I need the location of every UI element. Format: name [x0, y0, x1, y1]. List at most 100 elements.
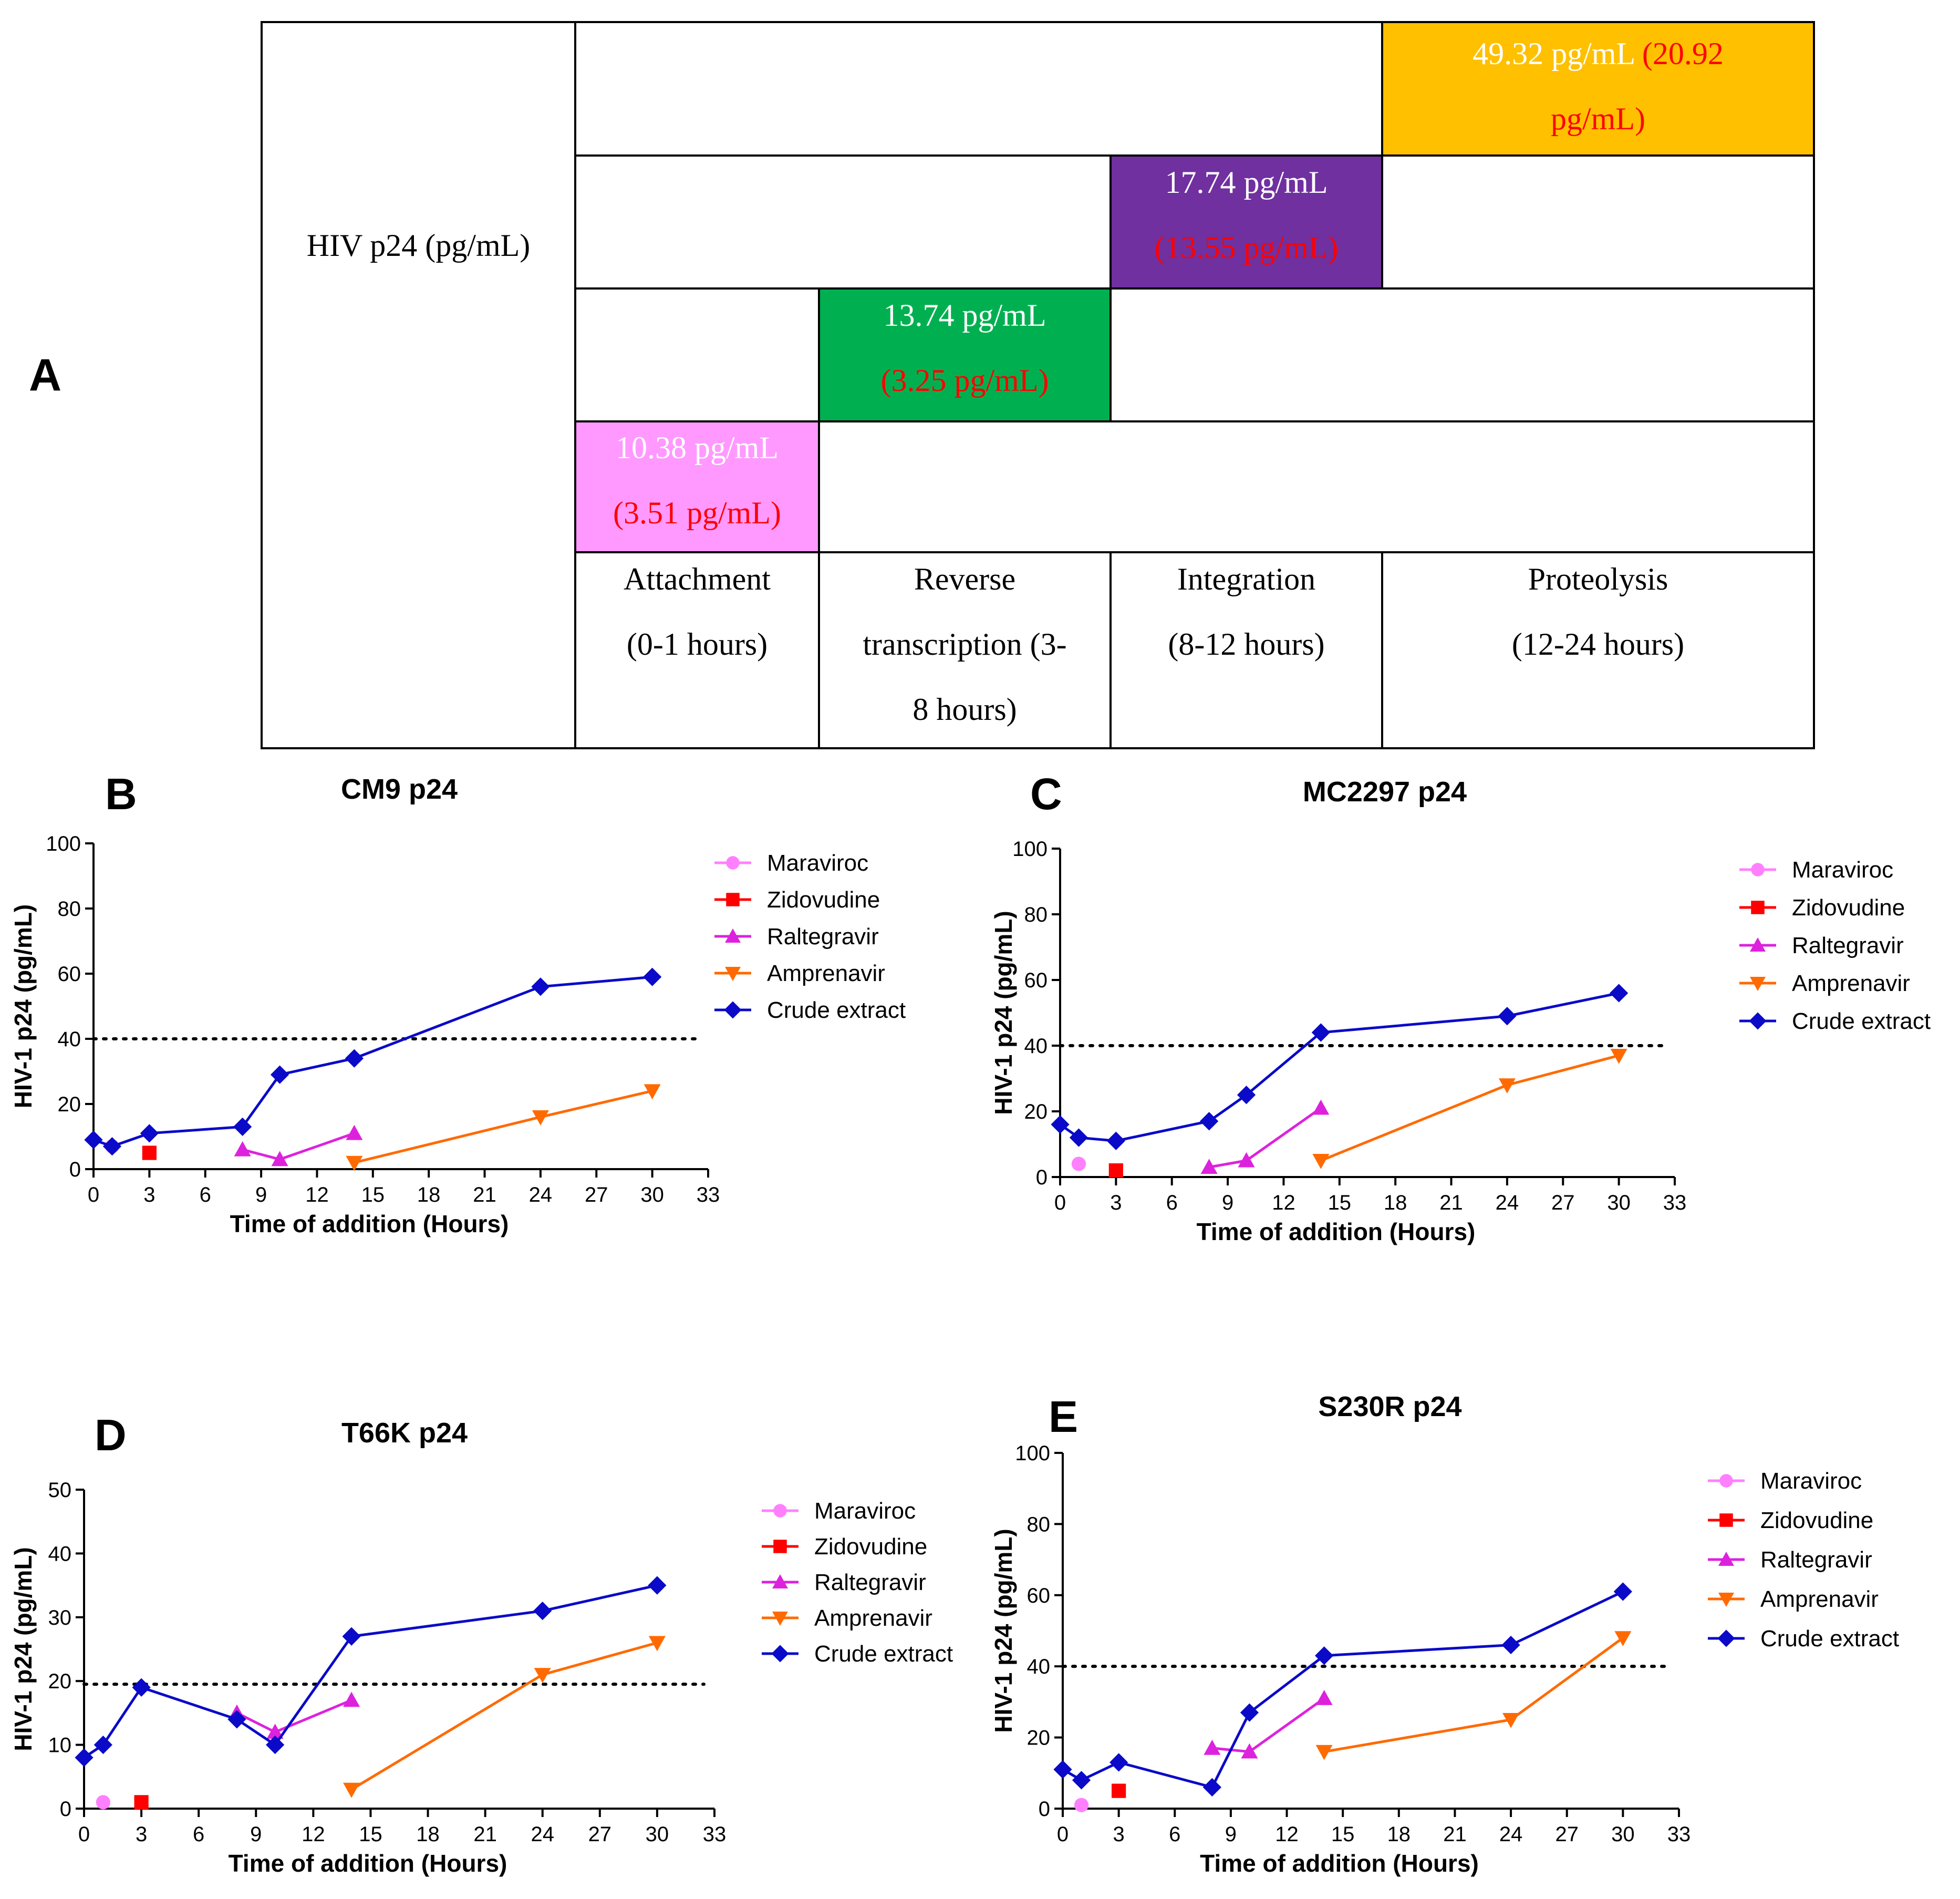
data-point-crude-extract [1109, 1753, 1128, 1772]
series-amprenavir [1315, 1631, 1632, 1760]
y-tick-label: 40 [1027, 1655, 1051, 1678]
data-point-raltegravir [1238, 1152, 1255, 1168]
chart-e-title: S230R p24 [1318, 1391, 1461, 1422]
x-tick-label: 0 [88, 1183, 99, 1206]
x-tick-label: 30 [1607, 1191, 1631, 1214]
series-maraviroc [1071, 1157, 1086, 1171]
chart-b-svg: B CM9 p24 0 20 40 60 80 100 0 3 6 9 12 15 18 21 24 27 30 33… [9, 769, 906, 1237]
data-point-raltegravir [1315, 1690, 1333, 1705]
data-point-raltegravir [234, 1141, 251, 1157]
legend-marker-zidovudine [726, 893, 740, 906]
rt-value-text: 13.74 pg/mL (3.25 pg/mL) [880, 298, 1049, 398]
y-tick-label: 80 [58, 897, 81, 921]
x-tick-label: 21 [1439, 1191, 1463, 1214]
chart-panel-c: C MC2297 p24 0 20 40 60 80 100 0 3 6 9 12 15 18 21 24 27 3… [980, 762, 1960, 1324]
row4-right-cell [818, 420, 1815, 553]
chart-c-svg: C MC2297 p24 0 20 40 60 80 100 0 3 6 9 12 15 18 21 24 27 3… [990, 769, 1931, 1245]
x-tick-label: 9 [1225, 1823, 1237, 1846]
x-tick-label: 21 [473, 1823, 497, 1846]
y-tick-label: 40 [48, 1542, 72, 1565]
series-crude-extract [1051, 984, 1629, 1150]
data-point-crude-extract [94, 1736, 112, 1754]
legend-marker-crude-extract [724, 1001, 742, 1019]
series-raltegravir [228, 1691, 360, 1739]
x-tick-label: 27 [588, 1823, 612, 1846]
x-tick-label: 3 [136, 1823, 147, 1846]
x-tick-label: 21 [473, 1183, 496, 1206]
legend-label-zidovudine: Zidovudine [814, 1534, 927, 1560]
x-tick-label: 9 [250, 1823, 262, 1846]
legend-label-raltegravir: Raltegravir [1760, 1547, 1872, 1573]
series-line-crude-extract [93, 975, 652, 1148]
x-tick-label: 27 [585, 1183, 608, 1206]
legend-marker-zidovudine [1719, 1513, 1733, 1527]
series-raltegravir [1200, 1099, 1330, 1174]
legend: Maraviroc Zidovudine Raltegravir Amprenavir… [762, 1498, 953, 1667]
legend-label-zidovudine: Zidovudine [1760, 1508, 1873, 1533]
x-tick-label: 18 [1384, 1191, 1407, 1214]
x-tick-label: 0 [1054, 1191, 1066, 1214]
panel-c-label: C [1030, 769, 1062, 819]
x-tick-label: 9 [1222, 1191, 1233, 1214]
x-axis-label: Time of addition (Hours) [1200, 1850, 1479, 1877]
x-tick-label: 27 [1551, 1191, 1575, 1214]
data-point-crude-extract [1237, 1086, 1256, 1105]
x-tick-label: 12 [302, 1823, 325, 1846]
data-point-crude-extract [1311, 1023, 1330, 1042]
y-tick-label: 0 [60, 1798, 71, 1821]
y-tick-label: 0 [1039, 1798, 1050, 1821]
legend-marker-crude-extract [771, 1645, 789, 1663]
series-raltegravir [1204, 1690, 1333, 1759]
data-point-raltegravir [1200, 1159, 1218, 1174]
y-axis-label: HIV-1 p24 (pg/mL) [990, 911, 1017, 1114]
x-tick-label: 15 [1328, 1191, 1352, 1214]
data-point-crude-extract [1053, 1760, 1072, 1779]
y-tick-label: 80 [1024, 903, 1048, 926]
data-point-crude-extract [1069, 1128, 1088, 1147]
series-crude-extract [84, 967, 662, 1156]
data-point-amprenavir [1315, 1745, 1333, 1760]
data-point-raltegravir [1241, 1743, 1258, 1759]
chart-panel-b: B CM9 p24 0 20 40 60 80 100 0 3 6 9 12 15 18 21 24 27 30 33… [0, 762, 980, 1324]
data-point-crude-extract [1315, 1646, 1334, 1665]
data-point-amprenavir [534, 1668, 551, 1684]
x-tick-label: 6 [200, 1183, 211, 1206]
data-point-crude-extract [1498, 1007, 1517, 1026]
data-point-crude-extract [345, 1049, 364, 1068]
y-tick-label: 30 [48, 1606, 72, 1629]
x-tick-label: 30 [1611, 1823, 1635, 1846]
chart-panel-e: E S230R p24 0 20 40 60 80 100 0 3 6 9 12 15 18 21 24 27 30… [980, 1377, 1960, 1896]
y-tick-label: 100 [1012, 838, 1048, 861]
legend: Maraviroc Zidovudine Raltegravir Amprenavir… [1708, 1468, 1899, 1652]
chart-d-title: T66K p24 [341, 1417, 468, 1449]
data-point-amprenavir [1502, 1712, 1520, 1728]
data-point-amprenavir [1312, 1153, 1330, 1169]
x-tick-label: 3 [1110, 1191, 1122, 1214]
y-tick-label: 20 [58, 1093, 81, 1116]
y-axis-label: HIV-1 p24 (pg/mL) [9, 904, 37, 1108]
row-header-text: HIV p24 (pg/mL) [306, 228, 531, 263]
series-line-amprenavir [1320, 1054, 1620, 1162]
panel-e-label: E [1049, 1392, 1078, 1441]
data-point-crude-extract [140, 1124, 159, 1143]
panel-a-label: A [29, 350, 62, 400]
series-line-raltegravir [1212, 1697, 1325, 1753]
legend-marker-raltegravir [725, 928, 741, 943]
integration-value-cell [1109, 154, 1383, 290]
y-tick-label: 20 [48, 1670, 72, 1693]
legend-marker-raltegravir [772, 1574, 788, 1588]
row1-empty-cell [574, 21, 1383, 157]
stage-label-attachment: Attachment (0-1 hours) [624, 562, 771, 662]
series-line-crude-extract [1062, 1590, 1624, 1789]
stage-label-rt: Reverse transcription (3- 8 hours) [863, 562, 1067, 727]
y-tick-label: 40 [1024, 1035, 1048, 1058]
chart-e-svg: E S230R p24 0 20 40 60 80 100 0 3 6 9 12 15 18 21 24 27 30… [990, 1391, 1899, 1877]
series-zidovudine [142, 1145, 157, 1160]
data-point-zidovudine [134, 1795, 149, 1810]
series-line-raltegravir [1209, 1107, 1322, 1169]
legend: Maraviroc Zidovudine Raltegravir Amprenavir… [1739, 857, 1931, 1034]
x-tick-label: 0 [1057, 1823, 1069, 1846]
data-point-crude-extract [1202, 1778, 1221, 1797]
legend-label-amprenavir: Amprenavir [1760, 1586, 1879, 1612]
legend-marker-amprenavir [725, 967, 741, 981]
